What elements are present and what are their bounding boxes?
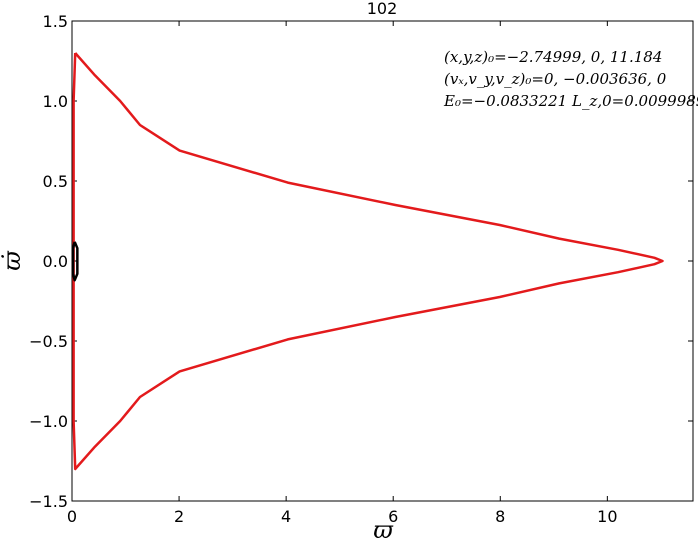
chart-title: 102 <box>367 0 398 18</box>
annotation: (x,y,z)₀=−2.74999, 0, 11.184 <box>444 48 662 66</box>
x-tick-label: 0 <box>67 507 77 526</box>
x-tick-label: 6 <box>388 507 398 526</box>
annotation: E₀=−0.0833221 L_z,0=0.00999898 <box>443 92 698 110</box>
data-line <box>71 241 79 282</box>
y-tick-label: −1.5 <box>29 492 68 511</box>
y-tick-label: 1.0 <box>43 92 68 111</box>
x-tick-label: 4 <box>281 507 291 526</box>
data-line <box>72 52 664 471</box>
y-tick-label: −1.0 <box>29 412 68 431</box>
x-tick-label: 8 <box>495 507 505 526</box>
y-axis-label: ϖ̇ <box>0 250 26 271</box>
x-tick-label: 10 <box>597 507 617 526</box>
x-axis-label: ϖ <box>373 516 394 539</box>
y-tick-label: 0.0 <box>43 252 68 271</box>
x-tick-label: 2 <box>174 507 184 526</box>
y-tick-label: 0.5 <box>43 172 68 191</box>
y-tick-label: 1.5 <box>43 12 68 31</box>
annotation: (vₓ,v_y,v_z)₀=0, −0.003636, 0 <box>444 70 667 88</box>
y-tick-label: −0.5 <box>29 332 68 351</box>
